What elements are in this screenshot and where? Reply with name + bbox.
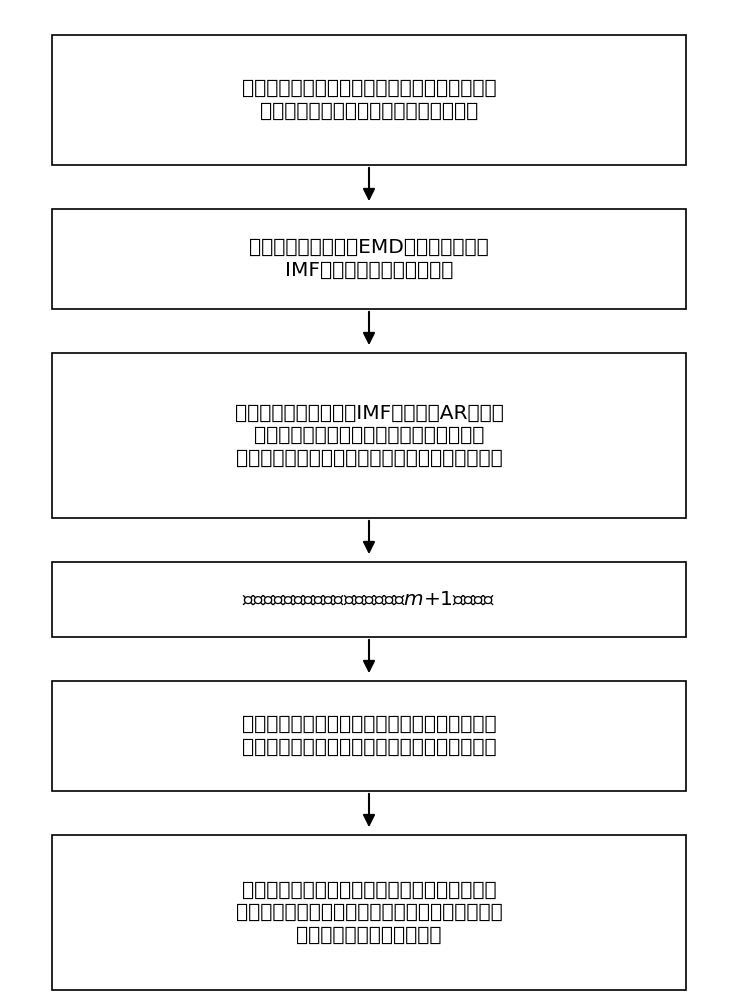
Text: IMF分量进行能量归一化处理: IMF分量进行能量归一化处理: [285, 261, 453, 280]
Text: 确定模型的阶数、自回归参数和残差方差，: 确定模型的阶数、自回归参数和残差方差，: [254, 426, 484, 445]
Text: 表，优化基准空间，再次计算马氏距离以对优化后: 表，优化基准空间，再次计算马氏距离以对优化后: [235, 903, 503, 922]
FancyBboxPatch shape: [52, 681, 686, 791]
Text: 的基准空间进行有效性验证: 的基准空间进行有效性验证: [296, 925, 442, 944]
FancyBboxPatch shape: [52, 353, 686, 518]
Text: 构成初始特征向量，得到每组时域信号的特征矩阵: 构成初始特征向量，得到每组时域信号的特征矩阵: [235, 448, 503, 467]
Text: 对每组时域信号进行EMD分解，对得到的: 对每组时域信号进行EMD分解，对得到的: [249, 238, 489, 257]
Text: 获取液压泵在正常、配流盘原转子磨损故障、滑: 获取液压泵在正常、配流盘原转子磨损故障、滑: [241, 79, 497, 98]
Text: 靴与斜盘磨损故障三种状态下的时域信号: 靴与斜盘磨损故障三种状态下的时域信号: [260, 102, 478, 121]
Text: 根据正常状态的数据构造基准空间，计算正常和: 根据正常状态的数据构造基准空间，计算正常和: [241, 715, 497, 734]
FancyBboxPatch shape: [52, 35, 686, 165]
FancyBboxPatch shape: [52, 562, 686, 637]
Text: 故障状况下测试数据与基准空间之间的马氏距离: 故障状况下测试数据与基准空间之间的马氏距离: [241, 738, 497, 757]
Text: 对能量归一化处理后的IMF分量建立AR模型，: 对能量归一化处理后的IMF分量建立AR模型，: [235, 404, 503, 423]
Text: 根据测量特征项目的数量选择合适的二水平正交: 根据测量特征项目的数量选择合适的二水平正交: [241, 881, 497, 900]
FancyBboxPatch shape: [52, 835, 686, 990]
FancyBboxPatch shape: [52, 209, 686, 309]
Text: 通过奇异值分解将各特征矩阵分解为$m$+1个奇异值: 通过奇异值分解将各特征矩阵分解为$m$+1个奇异值: [242, 590, 496, 609]
